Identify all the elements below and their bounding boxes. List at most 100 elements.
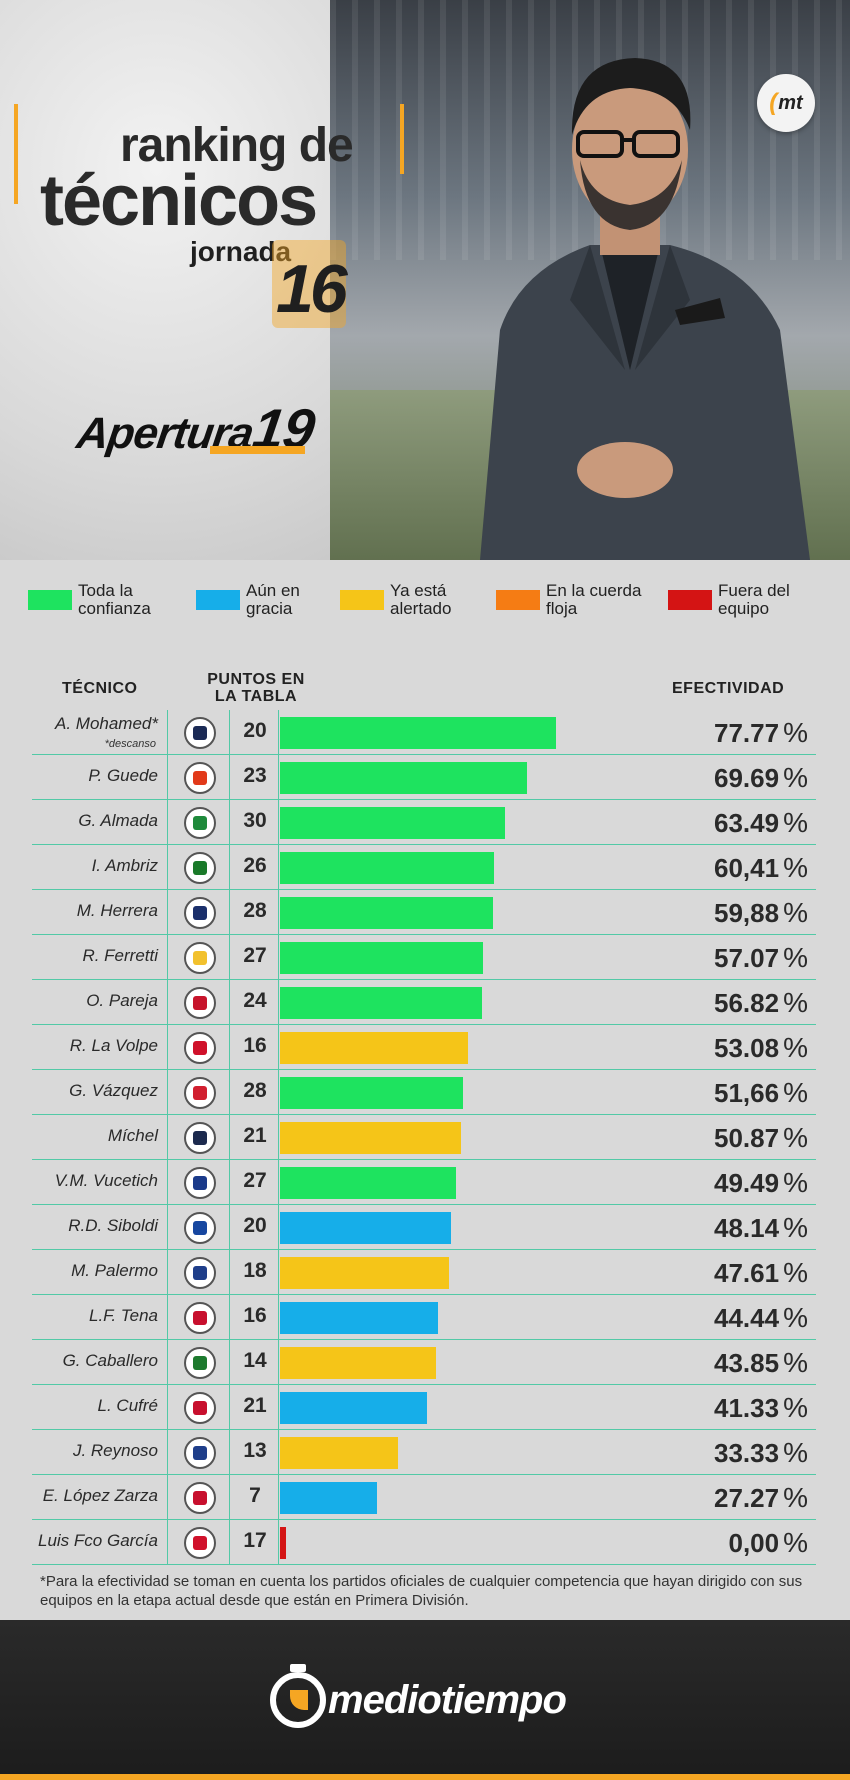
points-value: 13 <box>243 1439 267 1462</box>
effectiveness-bar <box>280 1527 286 1559</box>
table-row: J. Reynoso 13 33.33% <box>32 1430 816 1475</box>
coach-name: M. Palermo <box>71 1261 158 1280</box>
table-row: R. La Volpe 16 53.08% <box>32 1025 816 1070</box>
effectiveness-bar <box>280 1212 451 1244</box>
team-crest-icon <box>184 1122 216 1154</box>
table-row: O. Pareja 24 56.82% <box>32 980 816 1025</box>
effectiveness-value: 53.08% <box>714 1032 808 1064</box>
points-value: 23 <box>243 764 267 787</box>
effectiveness-number: 69.69 <box>714 763 780 793</box>
effectiveness-bar <box>280 852 494 884</box>
table-row: L.F. Tena 16 44.44% <box>32 1295 816 1340</box>
effectiveness-number: 51,66 <box>714 1078 780 1108</box>
title-bracket-left <box>14 104 28 204</box>
column-header-efectividad: EFECTIVIDAD <box>672 680 785 697</box>
percent-sign: % <box>783 897 808 928</box>
effectiveness-value: 43.85% <box>714 1347 808 1379</box>
effectiveness-number: 63.49 <box>714 808 780 838</box>
legend-label: Toda la confianza <box>78 581 151 618</box>
points-value: 18 <box>243 1259 267 1282</box>
points-value: 21 <box>243 1394 267 1417</box>
title-line-1: ranking de <box>120 119 354 172</box>
table-row: V.M. Vucetich 27 49.49% <box>32 1160 816 1205</box>
team-crest-icon <box>184 1167 216 1199</box>
points-value: 27 <box>243 944 267 967</box>
brand-logo: mediotiempo <box>270 1660 567 1740</box>
effectiveness-bar <box>280 942 483 974</box>
effectiveness-value: 69.69% <box>714 762 808 794</box>
coach-name: Luis Fco García <box>38 1531 158 1550</box>
points-value: 28 <box>243 899 267 922</box>
effectiveness-bar <box>280 897 493 929</box>
team-crest-icon <box>184 897 216 929</box>
coach-name: A. Mohamed* <box>55 714 158 733</box>
team-crest-icon <box>184 1032 216 1064</box>
mt-logo: (mt <box>757 74 815 132</box>
effectiveness-number: 33.33 <box>714 1438 780 1468</box>
effectiveness-value: 60,41% <box>714 852 808 884</box>
legend-swatch <box>340 590 384 610</box>
legend-label: Fuera del equipo <box>718 581 790 618</box>
tournament-underline <box>210 446 305 454</box>
points-value: 26 <box>243 854 267 877</box>
effectiveness-number: 41.33 <box>714 1393 780 1423</box>
coach-name: I. Ambriz <box>91 856 158 875</box>
points-value: 20 <box>243 1214 267 1237</box>
brand-name: mediotiempo <box>328 1677 567 1722</box>
percent-sign: % <box>783 1212 808 1243</box>
percent-sign: % <box>783 1122 808 1153</box>
coach-name: R. Ferretti <box>82 946 158 965</box>
percent-sign: % <box>783 1347 808 1378</box>
coach-name: R.D. Siboldi <box>68 1216 158 1235</box>
table-row: G. Almada 30 63.49% <box>32 800 816 845</box>
coach-name: G. Vázquez <box>69 1081 158 1100</box>
effectiveness-bar <box>280 1032 468 1064</box>
effectiveness-number: 56.82 <box>714 988 780 1018</box>
team-crest-icon <box>184 1347 216 1379</box>
effectiveness-number: 59,88 <box>714 898 780 928</box>
coach-photo <box>480 58 810 560</box>
team-crest-icon <box>184 1212 216 1244</box>
percent-sign: % <box>783 762 808 793</box>
percent-sign: % <box>783 1482 808 1513</box>
effectiveness-number: 77.77 <box>714 718 780 748</box>
coach-name: L. Cufré <box>97 1396 158 1415</box>
jornada-number: 16 <box>276 251 348 327</box>
effectiveness-number: 43.85 <box>714 1348 780 1378</box>
effectiveness-value: 56.82% <box>714 987 808 1019</box>
percent-sign: % <box>783 1077 808 1108</box>
effectiveness-number: 0,00 <box>728 1528 780 1558</box>
team-crest-icon <box>184 1527 216 1559</box>
coach-name: V.M. Vucetich <box>54 1171 158 1190</box>
percent-sign: % <box>783 807 808 838</box>
effectiveness-number: 27.27 <box>714 1483 780 1513</box>
effectiveness-number: 48.14 <box>714 1213 780 1243</box>
legend: Toda la confianza Aún en gracia Ya está … <box>28 580 828 630</box>
effectiveness-number: 44.44 <box>714 1303 780 1333</box>
legend-label: Ya está alertado <box>390 581 452 618</box>
effectiveness-value: 47.61% <box>714 1257 808 1289</box>
table-row: Luis Fco García 17 0,00% <box>32 1520 816 1565</box>
points-value: 7 <box>249 1484 261 1507</box>
effectiveness-value: 51,66% <box>714 1077 808 1109</box>
effectiveness-bar <box>280 1482 377 1514</box>
effectiveness-bar <box>280 1077 463 1109</box>
footer-stripe <box>0 1774 850 1780</box>
percent-sign: % <box>783 717 808 748</box>
points-value: 16 <box>243 1304 267 1327</box>
team-crest-icon <box>184 807 216 839</box>
team-crest-icon <box>184 942 216 974</box>
effectiveness-number: 57.07 <box>714 943 780 973</box>
footnote: *Para la efectividad se toman en cuenta … <box>40 1573 803 1609</box>
table-row: Míchel 21 50.87% <box>32 1115 816 1160</box>
percent-sign: % <box>783 1167 808 1198</box>
table-row: R.D. Siboldi 20 48.14% <box>32 1205 816 1250</box>
effectiveness-bar <box>280 987 482 1019</box>
coach-name: G. Caballero <box>62 1351 158 1370</box>
effectiveness-number: 60,41 <box>714 853 780 883</box>
team-crest-icon <box>184 1392 216 1424</box>
table-row: L. Cufré 21 41.33% <box>32 1385 816 1430</box>
legend-swatch <box>196 590 240 610</box>
points-value: 27 <box>243 1169 267 1192</box>
table-row: M. Palermo 18 47.61% <box>32 1250 816 1295</box>
